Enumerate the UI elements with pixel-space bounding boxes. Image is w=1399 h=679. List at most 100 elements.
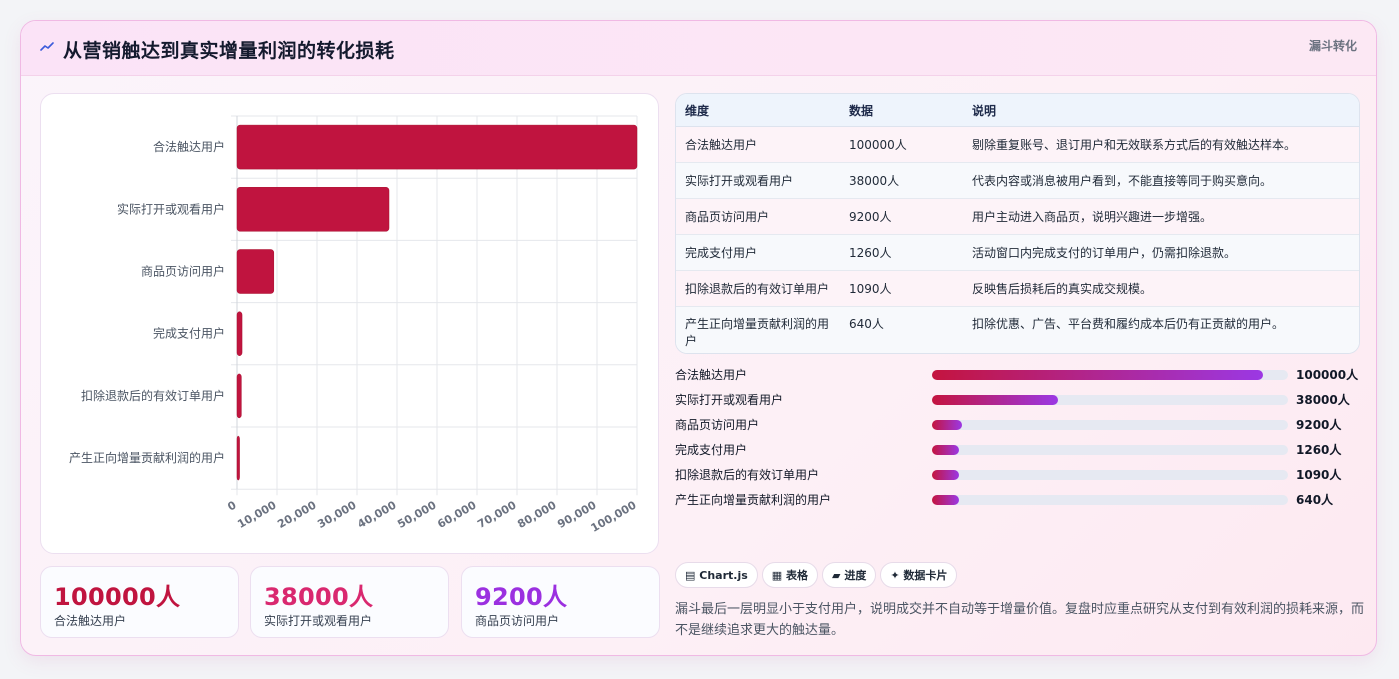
table-cell-dimension: 实际打开或观看用户 [676,162,840,199]
progress-row: 实际打开或观看用户 38000人 [675,390,1360,415]
chip-progress[interactable]: ▰ 进度 [822,562,877,588]
table-cell-description: 剔除重复账号、退订用户和无效联系方式后的有效触达样本。 [963,126,1359,163]
table-header-dimension: 维度 [676,94,840,127]
category-label: 产生正向增量贡献利润的用户 [69,450,225,465]
table-row: 实际打开或观看用户 38000人 代表内容或消息被用户看到，不能直接等同于购买意向。 [676,162,1359,199]
chip-sparkle[interactable]: ✦ 数据卡片 [880,562,958,588]
table-row: 产生正向增量贡献利润的用户 640人 扣除优惠、广告、平台费和履约成本后仍有正贡献的… [676,306,1359,353]
progress-track [932,420,1288,430]
progress-row: 合法触达用户 100000人 [675,365,1360,390]
category-label: 完成支付用户 [153,326,225,341]
progress-label: 扣除退款后的有效订单用户 [675,468,820,482]
sparkle-icon: ✦ [890,569,900,582]
stat-label: 合法触达用户 [54,614,127,628]
progress-icon: ▰ [832,569,841,582]
progress-track [932,470,1288,480]
progress-row: 商品页访问用户 9200人 [675,415,1360,440]
data-table: 维度 数据 说明 合法触达用户 100000人 剔除重复账号、退订用户和无效联系方式… [675,93,1360,354]
progress-value: 1090人 [1296,468,1342,482]
stat-value: 9200人 [475,583,568,611]
table-cell-dimension: 产生正向增量贡献利润的用户 [676,306,840,353]
bar-4 [236,311,243,356]
category-label: 实际打开或观看用户 [117,201,225,216]
table-cell-data: 1090人 [840,270,963,307]
trend-line-icon [40,42,54,51]
progress-value: 100000人 [1296,368,1359,382]
bar-1 [236,124,638,170]
x-tick-label: 20,000 [275,498,319,531]
progress-label: 实际打开或观看用户 [675,393,784,407]
chip-table[interactable]: ▦ 表格 [761,562,819,588]
table-cell-dimension: 商品页访问用户 [676,198,840,235]
table-header-data: 数据 [840,94,963,127]
progress-list: 合法触达用户 100000人实际打开或观看用户 38000人商品页访问用户 9200人… [675,365,1360,515]
chip-label: Chart.js [699,569,748,582]
table-cell-data: 100000人 [840,126,963,163]
x-tick-label: 70,000 [475,498,519,531]
x-tick-label: 50,000 [395,498,439,531]
table-icon: ▦ [771,569,783,582]
progress-track [932,370,1288,380]
progress-track [932,395,1288,405]
progress-track [932,445,1288,455]
bar-6 [236,435,240,481]
chart-icon: ▤ [685,569,696,582]
category-label: 商品页访问用户 [141,264,225,279]
category-label: 合法触达用户 [153,139,225,154]
progress-track [932,495,1288,505]
table-header-description: 说明 [963,94,1359,127]
progress-fill [932,370,1264,380]
progress-fill [932,395,1059,405]
table-cell-data: 9200人 [840,198,963,235]
stat-card: 100000人 合法触达用户 [40,566,239,638]
progress-label: 产生正向增量贡献利润的用户 [675,493,832,507]
table-cell-dimension: 完成支付用户 [676,234,840,271]
stat-label: 商品页访问用户 [475,614,560,628]
progress-value: 38000人 [1296,393,1350,407]
bar-5 [236,373,242,419]
x-tick-label: 30,000 [315,498,359,531]
chip-chart[interactable]: ▤ Chart.js [675,562,758,588]
progress-row: 完成支付用户 1260人 [675,440,1360,465]
x-tick-label: 80,000 [515,498,559,531]
table-cell-data: 38000人 [840,162,963,199]
stat-label: 实际打开或观看用户 [264,614,373,628]
stat-value: 38000人 [264,583,374,611]
bar-chart-svg: 合法触达用户实际打开或观看用户商品页访问用户完成支付用户扣除退款后的有效订单用户… [69,115,639,535]
dashboard-card: 从营销触达到真实增量利润的转化损耗 漏斗转化 合法触达用户 实际打开或观看用户 商品… [20,20,1377,656]
card-header: 从营销触达到真实增量利润的转化损耗 漏斗转化 [21,21,1376,76]
progress-fill [932,445,959,455]
progress-value: 1260人 [1296,443,1342,457]
chip-label: 表格 [786,569,809,582]
table-row: 完成支付用户 1260人 活动窗口内完成支付的订单用户，仍需扣除退款。 [676,234,1359,271]
category-label: 扣除退款后的有效订单用户 [81,388,225,403]
table-cell-data: 640人 [840,306,963,353]
table-row: 商品页访问用户 9200人 用户主动进入商品页，说明兴趣进一步增强。 [676,198,1359,235]
stat-card: 9200人商品页访问用户 [461,566,660,638]
stat-card: 38000人实际打开或观看用户 [250,566,449,638]
progress-row: 产生正向增量贡献利润的用户 640人 [675,490,1360,515]
table-row: 扣除退款后的有效订单用户 1090人 反映售后损耗后的真实成交规模。 [676,270,1359,307]
funnel-bar-chart: 合法触达用户实际打开或观看用户商品页访问用户完成支付用户扣除退款后的有效订单用户… [40,93,659,554]
table-header-row: 维度 数据 说明 [676,94,1359,127]
bar-3 [236,249,275,294]
table-cell-description: 活动窗口内完成支付的订单用户，仍需扣除退款。 [963,234,1359,271]
progress-label: 商品页访问用户 [675,418,760,432]
progress-fill [932,470,959,480]
progress-fill [932,495,959,505]
feature-chips: ▤ Chart.js ▦ 表格 ▰ 进度 ✦ 数据卡片 [675,562,961,590]
chip-label: 数据卡片 [903,569,948,582]
page-title: 从营销触达到真实增量利润的转化损耗 [63,40,395,62]
table-cell-description: 用户主动进入商品页，说明兴趣进一步增强。 [963,198,1359,235]
progress-value: 9200人 [1296,418,1342,432]
progress-label: 合法触达用户 [675,368,748,382]
table-cell-description: 反映售后损耗后的真实成交规模。 [963,270,1359,307]
chip-label: 进度 [844,569,867,582]
x-tick-label: 0 [225,498,238,513]
x-tick-label: 10,000 [235,498,279,531]
progress-fill [932,420,963,430]
chart-type-tag: 漏斗转化 [1308,39,1357,53]
x-tick-label: 40,000 [355,498,399,531]
x-tick-label: 60,000 [435,498,479,531]
table-cell-data: 1260人 [840,234,963,271]
